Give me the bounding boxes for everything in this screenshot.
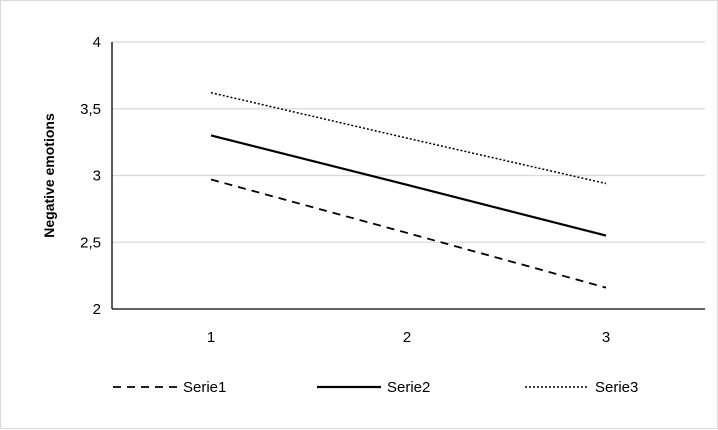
legend-label-serie1: Serie1 xyxy=(183,379,226,396)
y-tick-label: 3,5 xyxy=(80,101,101,118)
y-axis-title: Negative emotions xyxy=(41,113,57,238)
y-tick-label: 2 xyxy=(93,301,101,318)
gridlines xyxy=(112,41,705,243)
legend-label-serie3: Serie3 xyxy=(595,379,638,396)
x-tick-labels: 1 2 3 xyxy=(207,329,610,346)
x-tick-label: 3 xyxy=(602,329,610,346)
x-tick-label: 1 xyxy=(207,329,215,346)
series-line-serie1 xyxy=(210,178,607,289)
series-line-serie2 xyxy=(210,134,607,237)
y-tick-label: 3 xyxy=(93,168,101,185)
series-line-serie3 xyxy=(210,91,607,185)
x-tick-label: 2 xyxy=(403,329,411,346)
axes xyxy=(111,42,705,310)
series-lines xyxy=(210,91,607,289)
y-tick-label: 2,5 xyxy=(80,234,101,251)
legend-label-serie2: Serie2 xyxy=(387,379,430,396)
legend: Serie1 Serie2 Serie3 xyxy=(113,379,638,396)
y-tick-labels: 2 2,5 3 3,5 4 xyxy=(80,34,101,318)
y-tick-label: 4 xyxy=(93,34,101,51)
